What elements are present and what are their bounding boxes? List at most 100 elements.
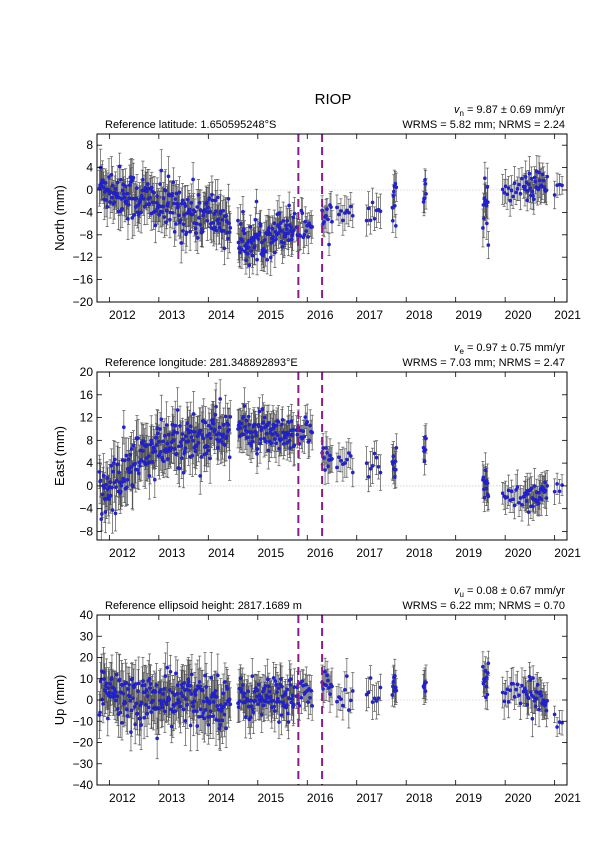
data-point [208,456,212,461]
data-point [303,415,308,419]
data-point [292,211,297,216]
data-point [212,427,217,432]
data-point [228,414,233,419]
data-point [330,219,334,224]
data-point [274,441,278,446]
data-point [300,211,305,215]
data-point [175,408,180,412]
data-point [236,240,241,245]
data-point [161,459,166,464]
data-point [200,433,204,437]
data-point [526,492,530,496]
data-points [97,164,564,268]
data-point [105,476,110,480]
x-tick-label: 2012 [109,308,136,322]
x-tick-label: 2017 [356,546,383,560]
data-point [188,424,193,429]
data-point [366,206,371,211]
plot-frame [96,371,568,541]
data-point [372,451,377,456]
east-panel: −8 −4 0 4 8 12 16 20 2012 2013 2014 2015 2016 2017 201… [52,342,581,560]
data-point [118,209,123,214]
data-point [112,480,117,485]
data-point [183,204,188,208]
data-point [524,499,529,503]
data-point [289,419,294,424]
data-point [191,177,195,182]
data-point [249,430,254,435]
data-point [227,427,231,432]
data-point [307,438,312,443]
data-point [247,263,252,268]
data-point [162,215,167,219]
data-point [500,187,505,192]
y-tick-label: −8 [79,228,93,242]
data-point [182,449,187,454]
data-point [531,194,535,198]
data-point [226,196,231,201]
data-point [295,432,300,437]
data-point [326,464,330,469]
data-point [194,221,199,226]
north-panel: −20 −16 −12 −8 −4 0 4 8 2012 2013 2014 2015 2016 2017… [52,104,581,322]
data-point [289,237,294,242]
x-tick-label: 2013 [158,308,185,322]
data-point [129,447,134,451]
velocity-label: ve = 0.97 ± 0.75 mm/yr [454,342,565,356]
data-point [170,191,175,196]
data-point [154,443,159,447]
data-point [250,439,255,444]
data-point [141,196,146,201]
data-point [201,213,206,218]
data-point [291,428,296,432]
data-point [273,250,277,255]
data-point [211,421,216,426]
data-point [253,430,258,435]
data-point [163,433,167,438]
data-point [533,179,538,184]
data-point [212,225,217,230]
data-point [266,448,271,453]
data-point [502,190,507,195]
data-point [238,222,243,226]
data-point [195,205,200,209]
data-point [217,221,221,226]
data-point [127,183,132,187]
data-point [179,443,184,448]
y-tick-label: −12 [73,250,94,264]
data-point [270,226,275,231]
data-point [149,185,154,190]
data-point [335,465,339,470]
data-point [484,486,489,491]
data-point [139,193,144,198]
data-point [269,441,274,446]
data-point [126,216,130,221]
data-point [422,196,427,201]
plot-frame [96,133,568,303]
data-point [171,180,176,184]
data-point [180,432,185,436]
data-point [141,449,145,453]
stats-label: WRMS = 7.03 mm; NRMS = 2.47 [402,357,565,369]
y-tick-label: 20 [80,365,94,379]
data-point [155,431,160,436]
data-point [394,185,399,190]
data-point [486,243,491,247]
data-point [252,422,257,427]
data-point [392,475,397,479]
data-point [339,458,343,463]
data-point [188,229,192,234]
data-point [106,187,111,192]
data-point [344,457,349,462]
data-point [325,207,329,211]
data-point [190,212,195,217]
data-point [372,216,377,221]
data-point [276,223,280,227]
data-point [194,231,198,235]
data-point [539,497,544,501]
data-point [545,484,550,488]
data-point [120,207,124,211]
data-point [286,231,290,236]
data-point [169,446,173,450]
